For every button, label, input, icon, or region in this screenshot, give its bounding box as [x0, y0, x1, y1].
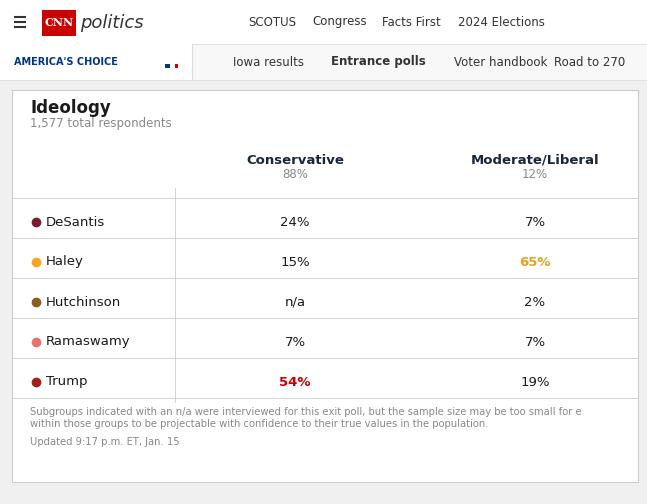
Text: within those groups to be projectable with confidence to their true values in th: within those groups to be projectable wi…: [30, 419, 488, 429]
Text: Conservative: Conservative: [246, 154, 344, 166]
Text: 24%: 24%: [280, 216, 310, 228]
Text: Subgroups indicated with an n/a were interviewed for this exit poll, but the sam: Subgroups indicated with an n/a were int…: [30, 407, 582, 417]
Text: 15%: 15%: [280, 256, 310, 269]
Text: DeSantis: DeSantis: [46, 216, 105, 228]
Text: Hutchinson: Hutchinson: [46, 295, 121, 308]
Text: Updated 9:17 p.m. ET, Jan. 15: Updated 9:17 p.m. ET, Jan. 15: [30, 437, 180, 447]
Text: 7%: 7%: [525, 216, 545, 228]
Text: 12%: 12%: [522, 167, 548, 180]
Text: Voter handbook: Voter handbook: [454, 55, 547, 69]
Text: Congress: Congress: [312, 16, 367, 29]
Text: SCOTUS: SCOTUS: [248, 16, 296, 29]
Text: n/a: n/a: [285, 295, 305, 308]
Text: Ideology: Ideology: [30, 99, 111, 117]
Text: politics: politics: [80, 14, 144, 32]
FancyBboxPatch shape: [0, 44, 192, 80]
Text: AMERICA'S CHOICE: AMERICA'S CHOICE: [14, 57, 118, 67]
FancyBboxPatch shape: [170, 64, 173, 68]
Text: Iowa results: Iowa results: [233, 55, 304, 69]
Text: Facts First: Facts First: [382, 16, 441, 29]
Text: Moderate/Liberal: Moderate/Liberal: [470, 154, 599, 166]
FancyBboxPatch shape: [0, 0, 647, 44]
Text: Trump: Trump: [46, 375, 87, 389]
FancyBboxPatch shape: [165, 64, 170, 68]
FancyBboxPatch shape: [165, 64, 168, 68]
FancyBboxPatch shape: [175, 64, 178, 68]
Text: 1,577 total respondents: 1,577 total respondents: [30, 117, 171, 131]
Text: 54%: 54%: [280, 375, 311, 389]
Text: Entrance polls: Entrance polls: [331, 55, 426, 69]
Text: Haley: Haley: [46, 256, 84, 269]
Text: 88%: 88%: [282, 167, 308, 180]
Text: Ramaswamy: Ramaswamy: [46, 336, 131, 348]
Text: 2024 Elections: 2024 Elections: [458, 16, 545, 29]
Text: CNN: CNN: [45, 18, 74, 29]
Text: 2%: 2%: [525, 295, 545, 308]
Text: 7%: 7%: [525, 336, 545, 348]
FancyBboxPatch shape: [42, 10, 76, 36]
FancyBboxPatch shape: [0, 44, 647, 80]
Text: Road to 270: Road to 270: [554, 55, 625, 69]
FancyBboxPatch shape: [12, 90, 638, 482]
Text: 7%: 7%: [285, 336, 305, 348]
Text: 19%: 19%: [520, 375, 550, 389]
Text: 65%: 65%: [520, 256, 551, 269]
